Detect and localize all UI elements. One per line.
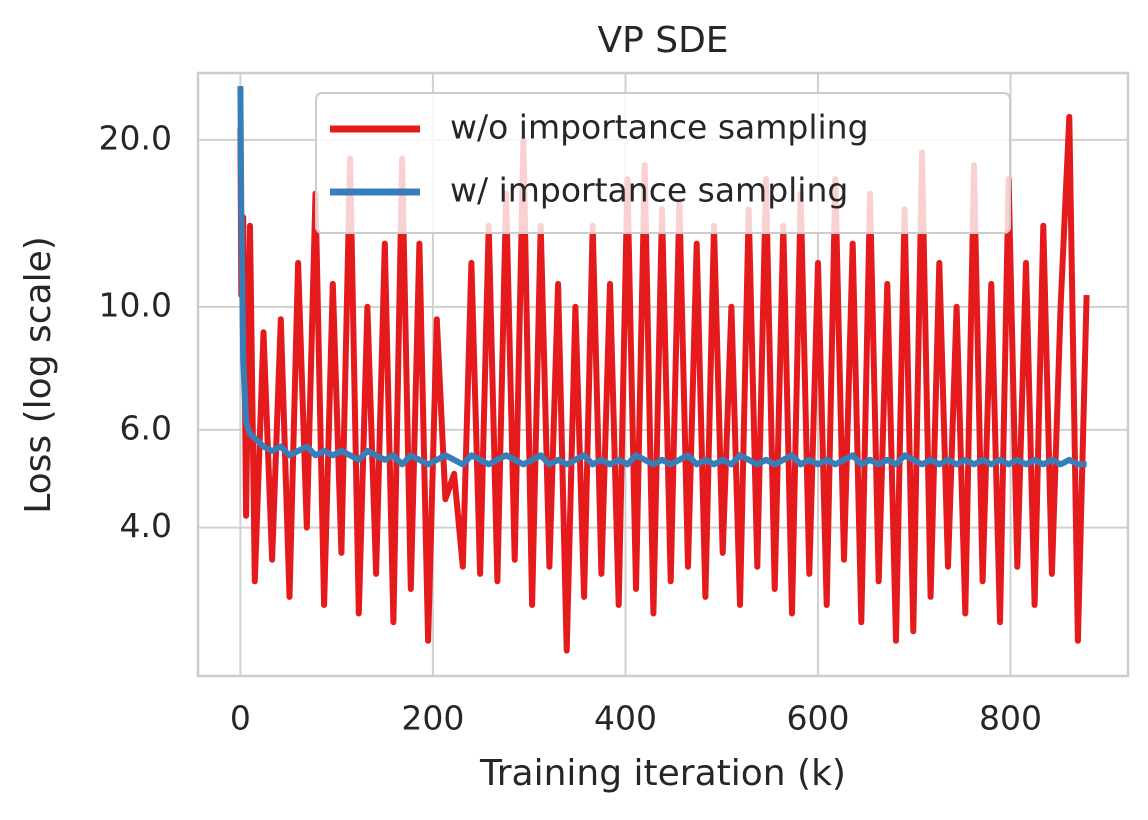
x-tick-label: 600 <box>787 699 850 738</box>
line-series <box>237 113 1090 654</box>
line-series <box>237 86 1087 468</box>
y-tick-label: 6.0 <box>120 408 172 447</box>
x-tick-label: 800 <box>979 699 1042 738</box>
legend-label: w/ importance sampling <box>450 171 848 210</box>
x-tick-label: 200 <box>401 699 464 738</box>
legend-box <box>315 92 1011 234</box>
y-tick-label: 4.0 <box>120 506 172 545</box>
y-tick-label: 20.0 <box>99 118 172 157</box>
legend-label: w/o importance sampling <box>450 108 869 147</box>
x-tick-label: 0 <box>230 699 251 738</box>
x-axis-label: Training iteration (k) <box>479 753 846 794</box>
x-tick-label: 400 <box>594 699 657 738</box>
y-axis-label: Loss (log scale) <box>18 236 59 514</box>
chart-title: VP SDE <box>597 20 728 61</box>
y-tick-label: 10.0 <box>99 285 172 324</box>
plot-border <box>196 71 1130 678</box>
